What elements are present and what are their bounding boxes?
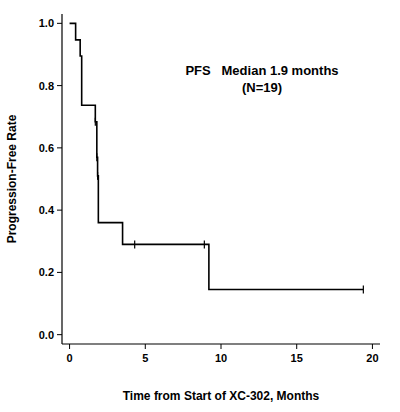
y-tick-label: 0.0 bbox=[39, 329, 54, 341]
y-tick-label: 1.0 bbox=[39, 17, 54, 29]
y-tick bbox=[57, 23, 62, 24]
chart: 0.0 0.2 0.4 0.6 0.8 1.0 0 5 10 15 20 Progression-Fr… bbox=[0, 0, 400, 412]
x-tick bbox=[296, 344, 297, 349]
y-axis bbox=[61, 14, 62, 344]
x-tick bbox=[145, 344, 146, 349]
censor-mark bbox=[134, 240, 135, 248]
km-curve bbox=[70, 23, 364, 289]
x-tick-label: 20 bbox=[366, 352, 378, 364]
censor-mark bbox=[97, 172, 98, 180]
x-tick-label: 0 bbox=[67, 352, 73, 364]
plot-area bbox=[70, 23, 364, 293]
x-tick-label: 15 bbox=[291, 352, 303, 364]
y-tick-label: 0.2 bbox=[39, 266, 54, 278]
x-tick-label: 10 bbox=[215, 352, 227, 364]
y-tick bbox=[57, 334, 62, 335]
x-axis-label: Time from Start of XC-302, Months bbox=[123, 389, 320, 403]
censor-mark bbox=[204, 240, 205, 248]
y-axis-label: Progression-Free Rate bbox=[5, 114, 19, 243]
y-tick-label: 0.6 bbox=[39, 142, 54, 154]
x-tick bbox=[69, 344, 70, 349]
censor-mark bbox=[363, 286, 364, 294]
x-tick bbox=[372, 344, 373, 349]
censor-mark bbox=[95, 118, 96, 126]
x-tick-label: 5 bbox=[142, 352, 148, 364]
annotation: PFS Median 1.9 months bbox=[185, 63, 338, 78]
y-tick-label: 0.8 bbox=[39, 80, 54, 92]
censor-mark bbox=[96, 153, 97, 161]
y-tick bbox=[57, 147, 62, 148]
x-tick bbox=[221, 344, 222, 349]
annotation: (N=19) bbox=[242, 80, 282, 95]
y-tick-label: 0.4 bbox=[39, 204, 55, 216]
y-tick bbox=[57, 85, 62, 86]
y-tick bbox=[57, 210, 62, 211]
y-tick bbox=[57, 272, 62, 273]
